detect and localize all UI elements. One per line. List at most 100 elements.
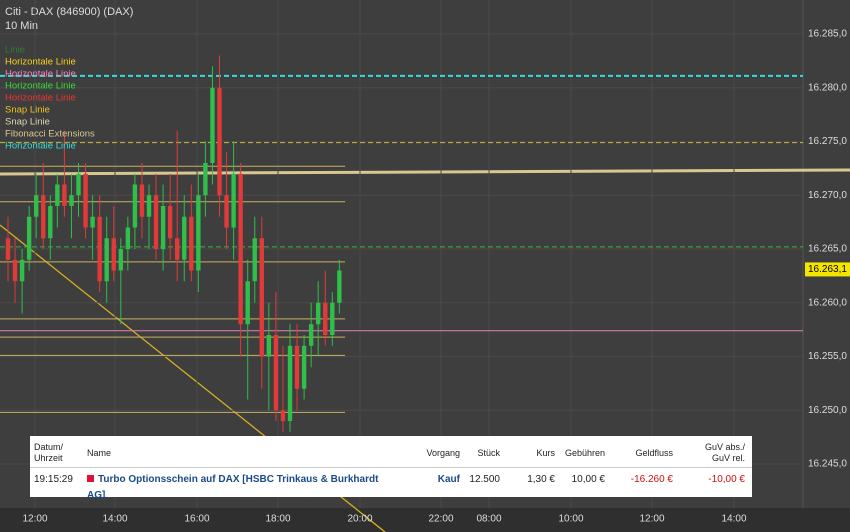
- candle-body: [252, 238, 257, 282]
- candle-body: [238, 173, 243, 325]
- candle-body: [167, 206, 173, 239]
- candle-body: [160, 206, 166, 249]
- last-price-label: 16.263,1: [808, 264, 847, 275]
- cell: 10,00 €: [571, 474, 605, 485]
- header-text: Kurs: [536, 447, 555, 458]
- x-tick-label: 20:00: [347, 514, 372, 525]
- candle-body: [41, 195, 46, 239]
- candle-body: [146, 195, 152, 217]
- interval: 10 Min: [5, 20, 38, 32]
- header-text: Geldfluss: [635, 447, 673, 458]
- candle-body: [76, 173, 81, 196]
- cell: 19:15:29: [34, 474, 73, 485]
- x-tick-label: 22:00: [428, 514, 453, 525]
- candle-body: [132, 184, 138, 228]
- candle-body: [69, 195, 74, 206]
- header-text: Name: [87, 447, 112, 458]
- separator: [30, 467, 752, 468]
- y-tick-label: 16.275,0: [808, 136, 847, 147]
- column-header: Name: [87, 440, 387, 466]
- x-tick-label: 10:00: [558, 514, 583, 525]
- x-tick-label: 12:00: [22, 514, 47, 525]
- y-tick-label: 16.270,0: [808, 190, 847, 201]
- column-header: Vorgang: [415, 440, 460, 466]
- y-tick-label: 16.285,0: [808, 29, 847, 40]
- candle-body: [104, 238, 109, 282]
- candle-body: [83, 173, 88, 228]
- x-tick-label: 12:00: [639, 514, 664, 525]
- cell: -16.260 €: [630, 474, 673, 485]
- x-tick-label: 14:00: [102, 514, 127, 525]
- candle-body: [12, 259, 18, 282]
- last-price-box: [805, 262, 850, 277]
- legend-entry: Snap Linie: [5, 105, 50, 116]
- legend-entry: Snap Linie: [5, 117, 50, 128]
- cell: -10,00 €: [708, 474, 745, 485]
- candle-body: [19, 259, 25, 282]
- time-axis-bg: [0, 508, 850, 532]
- candle-body: [182, 216, 187, 260]
- candle-body: [210, 87, 215, 163]
- y-tick-label: 16.245,0: [808, 459, 847, 470]
- candle-body: [34, 195, 39, 217]
- legend-entry: Horizontale Linie: [5, 81, 76, 92]
- candle-body: [5, 238, 11, 260]
- y-tick-label: 16.280,0: [808, 82, 847, 93]
- legend-entry: Horizontale Linie: [5, 57, 76, 68]
- candle-body: [203, 163, 208, 196]
- x-tick-label: 18:00: [265, 514, 290, 525]
- column-header: Kurs: [505, 440, 555, 466]
- candle-body: [266, 335, 272, 357]
- legend-entry: Fibonacci Extensions: [5, 129, 95, 140]
- cell: Kauf: [437, 474, 460, 485]
- candle-body: [224, 195, 229, 228]
- candle-body: [330, 302, 335, 335]
- header-text: GuV abs./: [704, 442, 745, 452]
- candle-body: [294, 345, 300, 389]
- cell: 12.500: [469, 474, 500, 485]
- header-text: Vorgang: [426, 447, 460, 458]
- column-header: Datum/Uhrzeit: [34, 440, 82, 466]
- candle-body: [48, 206, 53, 239]
- plot-bg: [0, 0, 850, 508]
- y-tick-label: 16.260,0: [808, 297, 847, 308]
- candle-body: [153, 195, 159, 249]
- candle-body: [231, 173, 236, 228]
- candle-body: [111, 238, 116, 271]
- candle-body: [217, 87, 222, 196]
- candle-body: [273, 335, 279, 411]
- candle-body: [337, 270, 342, 303]
- column-header: Gebühren: [558, 440, 605, 466]
- candle-body: [125, 227, 131, 249]
- column-header: GuV abs./GuV rel.: [685, 440, 745, 466]
- candle-body: [90, 216, 95, 228]
- header-text: Uhrzeit: [34, 453, 63, 463]
- header-text: Stück: [477, 447, 500, 458]
- header-text: Datum/: [34, 442, 64, 452]
- x-tick-label: 14:00: [721, 514, 746, 525]
- candle-body: [287, 345, 293, 421]
- candle-body: [308, 324, 314, 346]
- header-text: Gebühren: [564, 447, 605, 458]
- legend-entry: Horizontale Linie: [5, 93, 76, 104]
- candle-body: [323, 302, 328, 335]
- product-icon: [87, 475, 94, 482]
- legend-entry: Horizontale Linie: [5, 69, 76, 80]
- column-header: Geldfluss: [610, 440, 673, 466]
- cell: 1,30 €: [527, 474, 555, 485]
- candle-body: [196, 195, 201, 271]
- candle-body: [97, 216, 102, 282]
- candle-body: [316, 302, 321, 325]
- candle-body: [62, 184, 67, 206]
- candle-body: [139, 184, 145, 217]
- y-tick-label: 16.255,0: [808, 351, 847, 362]
- candle-body: [118, 249, 123, 271]
- x-tick-label: 16:00: [184, 514, 209, 525]
- legend-entry: Horizontale Linie: [5, 141, 76, 152]
- candle-body: [175, 238, 180, 260]
- candle-body: [26, 216, 32, 260]
- candle-body: [259, 238, 264, 357]
- candle-body: [280, 410, 286, 421]
